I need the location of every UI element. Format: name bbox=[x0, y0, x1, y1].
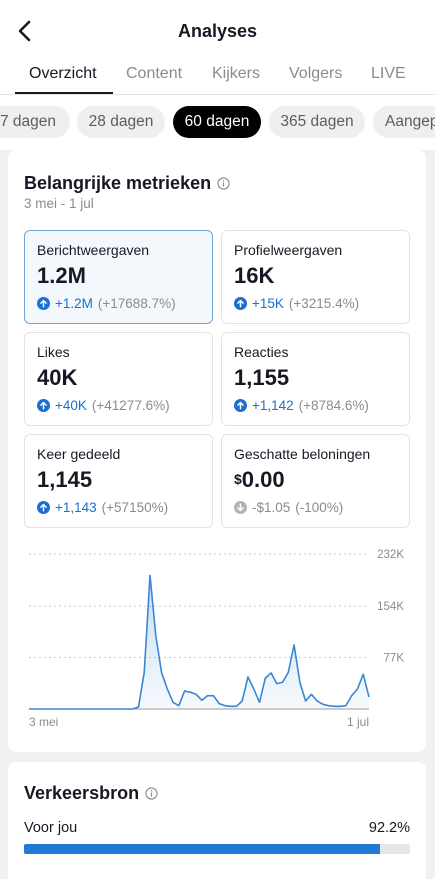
metric-change-value: +1,143 bbox=[55, 500, 97, 515]
metric-change-value: +15K bbox=[252, 296, 284, 311]
tab-overview[interactable]: Overzicht bbox=[29, 65, 97, 82]
period-chip-7-days[interactable]: 7 dagen bbox=[0, 106, 70, 138]
arrow-up-icon bbox=[37, 501, 50, 514]
period-chip-custom[interactable]: Aangepast bbox=[373, 106, 435, 138]
metric-change: +40K (+41277.6%) bbox=[37, 398, 170, 413]
traffic-row-for-you: Voor jou 92.2% bbox=[24, 820, 410, 836]
arrow-up-icon bbox=[234, 297, 247, 310]
metric-value-number: 0.00 bbox=[241, 467, 285, 492]
metric-change-value: +40K bbox=[55, 398, 87, 413]
metric-change-percent: (-100%) bbox=[295, 500, 344, 515]
x-start-label: 3 mei bbox=[29, 715, 58, 729]
traffic-progress-bar bbox=[24, 844, 410, 854]
metric-likes[interactable]: Likes 40K +40K (+41277.6%) bbox=[24, 332, 213, 426]
tab-viewers[interactable]: Kijkers bbox=[212, 65, 261, 82]
metric-label: Reacties bbox=[234, 344, 289, 360]
y-tick-label: 154K bbox=[377, 601, 404, 613]
key-metrics-title: Belangrijke metrieken bbox=[24, 173, 212, 193]
currency-symbol: $ bbox=[234, 471, 242, 487]
metric-change: +1,142 (+8784.6%) bbox=[234, 398, 369, 413]
traffic-progress-fill bbox=[24, 844, 380, 854]
series-line bbox=[29, 574, 370, 710]
metric-post-views[interactable]: Berichtweergaven 1.2M +1.2M (+17688.7%) bbox=[24, 230, 213, 324]
series-area bbox=[29, 575, 369, 709]
metric-label: Keer gedeeld bbox=[37, 446, 121, 462]
metric-value: 16K bbox=[234, 263, 275, 288]
metric-label: Profielweergaven bbox=[234, 242, 343, 258]
arrow-up-icon bbox=[37, 297, 50, 310]
period-selector: 7 dagen 28 dagen 60 dagen 365 dagen Aang… bbox=[0, 95, 435, 150]
traffic-label: Voor jou bbox=[24, 820, 78, 836]
metric-change-value: +1.2M bbox=[55, 296, 93, 311]
traffic-source-header: Verkeersbron bbox=[24, 783, 158, 804]
tab-followers[interactable]: Volgers bbox=[289, 65, 343, 82]
period-chip-365-days[interactable]: 365 dagen bbox=[269, 106, 365, 138]
metric-change-percent: (+41277.6%) bbox=[91, 398, 170, 413]
metric-comments[interactable]: Reacties 1,155 +1,142 (+8784.6%) bbox=[221, 332, 410, 426]
metric-change-value: -$1.05 bbox=[252, 500, 291, 515]
key-metrics-card: Belangrijke metrieken 3 mei - 1 jul Beri… bbox=[8, 150, 426, 752]
metric-label: Geschatte beloningen bbox=[234, 446, 371, 462]
page-title: Analyses bbox=[177, 21, 258, 41]
traffic-source-title: Verkeersbron bbox=[24, 783, 140, 803]
chevron-left-icon bbox=[18, 20, 31, 42]
key-metrics-header: Belangrijke metrieken bbox=[24, 173, 230, 194]
arrow-up-icon bbox=[234, 399, 247, 412]
tab-content[interactable]: Content bbox=[126, 65, 183, 82]
metric-change-percent: (+8784.6%) bbox=[298, 398, 369, 413]
y-tick-label: 232K bbox=[377, 549, 404, 561]
metric-value: $0.00 bbox=[234, 467, 285, 493]
back-button[interactable] bbox=[10, 16, 38, 46]
x-end-label: 1 jul bbox=[347, 715, 369, 729]
metric-change-percent: (+17688.7%) bbox=[97, 296, 176, 311]
active-tab-indicator bbox=[15, 92, 113, 94]
metric-change-percent: (+57150%) bbox=[101, 500, 169, 515]
tab-bar: Overzicht Content Kijkers Volgers LIVE bbox=[0, 58, 435, 95]
traffic-source-card: Verkeersbron Voor jou 92.2% bbox=[8, 762, 426, 879]
metric-shares[interactable]: Keer gedeeld 1,145 +1,143 (+57150%) bbox=[24, 434, 213, 528]
metric-change: +1,143 (+57150%) bbox=[37, 500, 168, 515]
period-chip-28-days[interactable]: 28 dagen bbox=[77, 106, 165, 138]
metric-change: -$1.05 (-100%) bbox=[234, 500, 343, 515]
metric-change: +15K (+3215.4%) bbox=[234, 296, 359, 311]
arrow-up-icon bbox=[37, 399, 50, 412]
metric-value: 1,145 bbox=[37, 467, 93, 492]
post-views-chart[interactable]: 77K 154K 232K 3 mei 1 jul bbox=[8, 543, 426, 733]
tab-live[interactable]: LIVE bbox=[371, 65, 406, 82]
metric-value: 1.2M bbox=[37, 263, 86, 288]
date-range: 3 mei - 1 jul bbox=[24, 196, 94, 211]
metric-change-percent: (+3215.4%) bbox=[288, 296, 360, 311]
metric-change-value: +1,142 bbox=[252, 398, 294, 413]
y-tick-label: 77K bbox=[384, 653, 405, 665]
metric-label: Likes bbox=[37, 344, 70, 360]
metric-value: 40K bbox=[37, 365, 78, 390]
metric-change: +1.2M (+17688.7%) bbox=[37, 296, 176, 311]
metric-profile-views[interactable]: Profielweergaven 16K +15K (+3215.4%) bbox=[221, 230, 410, 324]
chart-svg: 77K 154K 232K 3 mei 1 jul bbox=[29, 549, 405, 729]
metric-value: 1,155 bbox=[234, 365, 290, 390]
metric-estimated-rewards[interactable]: Geschatte beloningen $0.00 -$1.05 (-100%… bbox=[221, 434, 410, 528]
metric-label: Berichtweergaven bbox=[37, 242, 150, 258]
traffic-percent: 92.2% bbox=[368, 820, 410, 836]
top-bar: Analyses Overzicht Content Kijkers Volge… bbox=[0, 0, 435, 95]
info-icon[interactable] bbox=[145, 787, 158, 800]
info-icon[interactable] bbox=[217, 177, 230, 190]
period-chip-60-days[interactable]: 60 dagen bbox=[173, 106, 261, 138]
arrow-down-icon bbox=[234, 501, 247, 514]
